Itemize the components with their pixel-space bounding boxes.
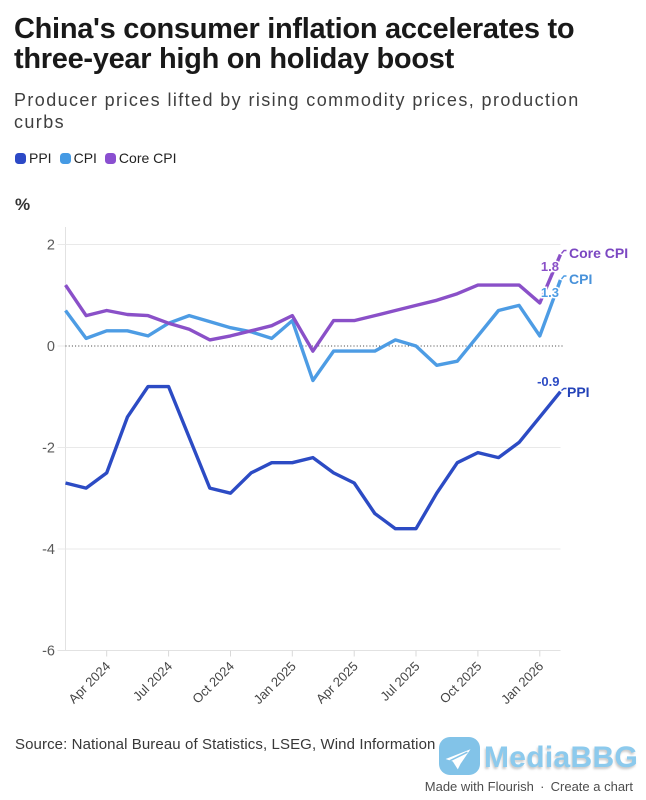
svg-text:Jan 2026: Jan 2026 [498, 659, 546, 707]
svg-text:1.3: 1.3 [541, 285, 559, 300]
svg-text:CPI: CPI [569, 271, 592, 287]
svg-text:2: 2 [47, 238, 55, 254]
svg-text:0: 0 [47, 339, 55, 355]
svg-text:-4: -4 [42, 542, 55, 558]
svg-text:Core CPI: Core CPI [569, 245, 628, 261]
svg-text:Apr 2024: Apr 2024 [65, 659, 113, 707]
svg-text:Oct 2025: Oct 2025 [437, 659, 485, 707]
svg-text:1.8: 1.8 [541, 259, 559, 274]
svg-text:-2: -2 [42, 441, 55, 457]
svg-text:Jan 2025: Jan 2025 [250, 659, 298, 707]
svg-text:PPI: PPI [567, 384, 590, 400]
svg-text:-0.9: -0.9 [537, 374, 559, 389]
svg-text:Jul 2025: Jul 2025 [377, 659, 422, 704]
svg-text:Oct 2024: Oct 2024 [189, 659, 237, 707]
svg-text:-6: -6 [42, 644, 55, 660]
svg-text:Jul 2024: Jul 2024 [130, 659, 175, 704]
svg-text:Apr 2025: Apr 2025 [313, 659, 361, 707]
